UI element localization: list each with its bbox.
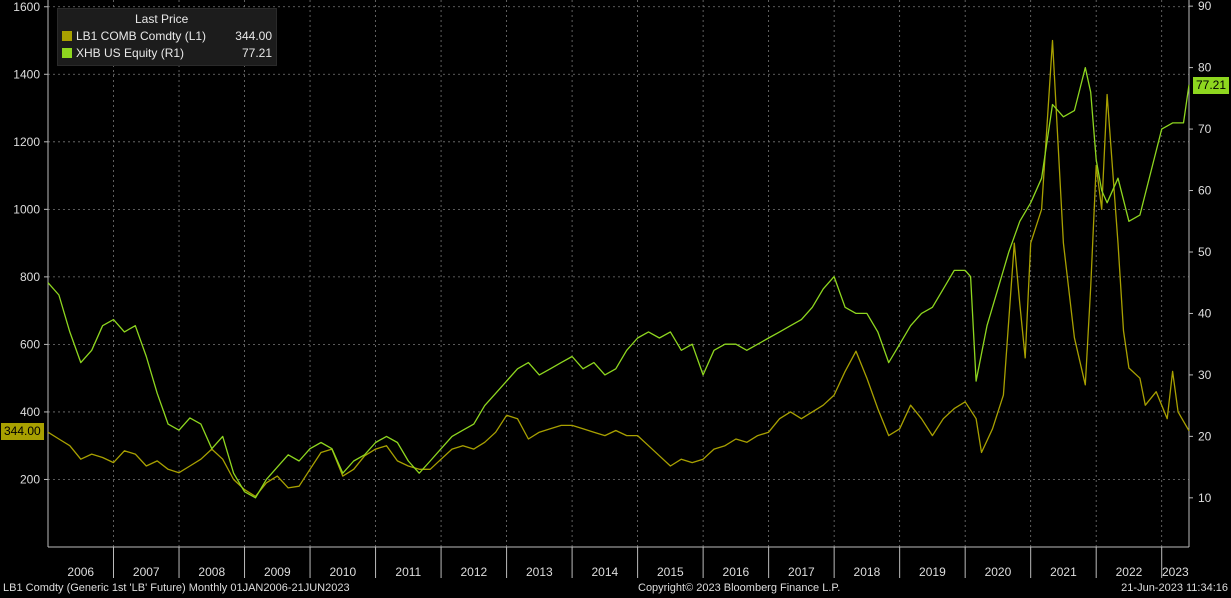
series-line-lb1 [47,39,1190,498]
x-tick-label: 2015 [657,565,684,579]
x-tick-label: 2019 [919,565,946,579]
x-tick-label: 2009 [264,565,291,579]
right-tick-label: 20 [1198,429,1212,443]
legend-name: LB1 COMB Comdty (L1) [76,29,207,43]
x-tick-label: 2021 [1050,565,1077,579]
x-tick-label: 2016 [723,565,750,579]
legend-item-xhb: XHB US Equity (R1) 77.21 [62,46,272,60]
legend-item-lb1: LB1 COMB Comdty (L1) 344.00 [62,29,272,43]
left-tick-label: 600 [20,337,40,351]
legend-swatch [62,48,72,58]
right-tick-label: 90 [1198,0,1212,13]
series-line-xhb [47,66,1190,499]
left-tick-label: 1600 [13,0,40,14]
right-tick-label: 60 [1198,184,1212,198]
left-tick-label: 1000 [13,202,40,216]
x-tick-label: 2014 [592,565,619,579]
footer-copyright: Copyright© 2023 Bloomberg Finance L.P. [638,582,841,594]
series-lines [47,39,1190,499]
right-tick-label: 40 [1198,306,1212,320]
footer-security-description: LB1 Comdty (Generic 1st 'LB' Future) Mon… [3,582,350,594]
x-tick-label: 2023 [1162,565,1189,579]
grid-lines [48,0,1189,547]
left-tick-label: 800 [20,270,40,284]
right-axis-ticks: 10 20 30 40 50 60 70 80 90 [1189,0,1212,505]
legend-value: 77.21 [241,46,272,60]
x-tick-label: 2017 [788,565,815,579]
left-tick-label: 200 [20,472,40,486]
right-tick-label: 30 [1198,368,1212,382]
last-value-tag-right: 77.21 [1193,76,1230,94]
x-tick-label: 2018 [854,565,881,579]
footer-timestamp: 21-Jun-2023 11:34:16 [1121,582,1228,594]
legend-header: Last Price [135,12,189,26]
x-tick-label: 2011 [395,565,421,579]
left-tick-label: 400 [20,405,40,419]
last-value-tag-left: 344.00 [1,422,44,440]
x-tick-label: 2012 [460,565,487,579]
x-tick-label: 2006 [67,565,94,579]
x-tick-label: 2013 [526,565,553,579]
legend: Last Price LB1 COMB Comdty (L1) 344.00 XH… [57,8,277,66]
x-tick-label: 2007 [133,565,160,579]
x-tick-label: 2022 [1116,565,1143,579]
left-tick-label: 1200 [13,135,40,149]
x-tick-label: 2020 [985,565,1012,579]
right-tick-label: 10 [1198,491,1212,505]
legend-swatch [62,31,72,41]
legend-value: 344.00 [235,29,272,43]
left-tick-label: 1400 [13,67,40,81]
right-tick-label: 50 [1198,245,1212,259]
right-tick-label: 80 [1198,61,1212,75]
right-tick-label: 70 [1198,122,1212,136]
legend-name: XHB US Equity (R1) [76,46,185,60]
x-tick-label: 2010 [329,565,356,579]
x-axis-ticks: 2006 2007 2008 2009 2010 2011 2012 2013 2014 2015… [67,547,1189,579]
left-axis-ticks: 200 400 600 800 1000 1200 1400 1600 [13,0,48,486]
x-tick-label: 2008 [198,565,225,579]
